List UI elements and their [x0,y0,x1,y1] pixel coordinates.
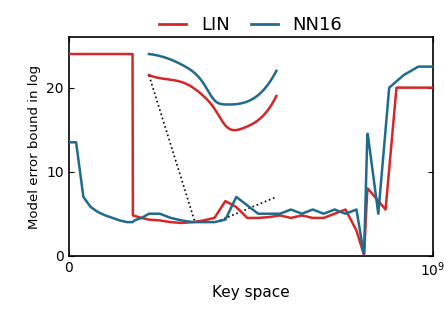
X-axis label: Key space: Key space [212,285,290,300]
Legend: LIN, NN16: LIN, NN16 [152,9,350,42]
Y-axis label: Model error bound in log: Model error bound in log [28,64,41,228]
